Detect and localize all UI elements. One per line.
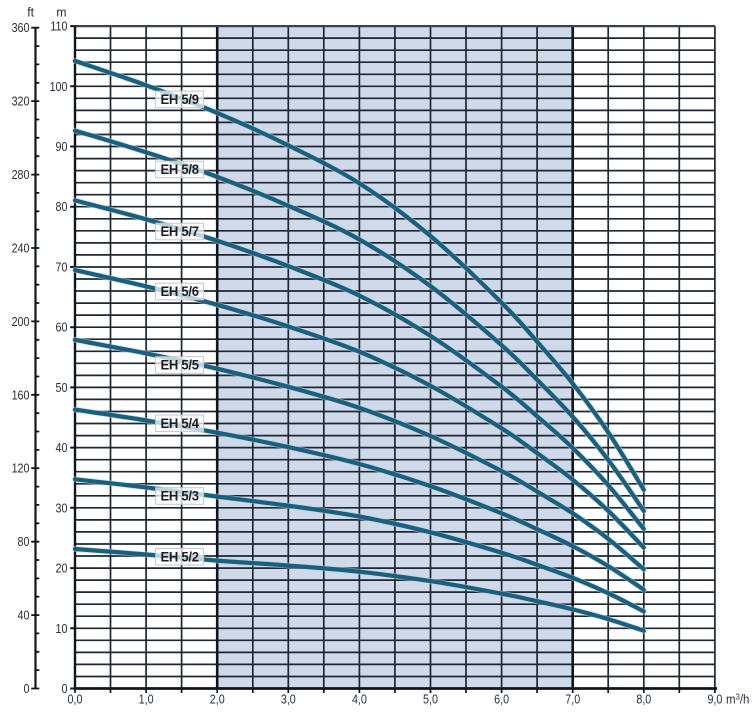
- svg-text:m3/h: m3/h: [726, 692, 749, 707]
- svg-text:10: 10: [56, 621, 68, 636]
- svg-text:240: 240: [12, 241, 30, 256]
- svg-text:120: 120: [12, 461, 30, 476]
- svg-text:100: 100: [50, 79, 68, 94]
- svg-text:m: m: [56, 5, 66, 20]
- svg-text:8,0: 8,0: [636, 692, 651, 707]
- svg-text:1,0: 1,0: [139, 692, 154, 707]
- svg-text:360: 360: [12, 20, 30, 35]
- svg-text:80: 80: [18, 534, 30, 549]
- svg-text:60: 60: [56, 320, 68, 335]
- svg-text:50: 50: [56, 380, 68, 395]
- svg-text:EH 5/3: EH 5/3: [160, 489, 198, 504]
- svg-text:2,0: 2,0: [210, 692, 225, 707]
- svg-text:EH 5/5: EH 5/5: [160, 358, 199, 373]
- svg-text:90: 90: [56, 139, 68, 154]
- svg-text:20: 20: [56, 561, 68, 576]
- svg-text:5,0: 5,0: [423, 692, 438, 707]
- svg-text:EH 5/9: EH 5/9: [160, 92, 198, 107]
- svg-text:320: 320: [12, 94, 30, 109]
- svg-text:ft: ft: [27, 5, 34, 20]
- svg-text:9,0: 9,0: [707, 692, 722, 707]
- svg-text:0,0: 0,0: [68, 692, 83, 707]
- svg-text:40: 40: [18, 608, 30, 623]
- svg-text:280: 280: [12, 167, 30, 182]
- svg-text:EH 5/6: EH 5/6: [160, 284, 198, 299]
- svg-text:160: 160: [12, 387, 30, 402]
- svg-text:0: 0: [62, 681, 68, 696]
- svg-text:30: 30: [56, 500, 68, 515]
- svg-text:70: 70: [56, 260, 68, 275]
- svg-text:EH 5/8: EH 5/8: [160, 162, 198, 177]
- svg-text:6,0: 6,0: [494, 692, 509, 707]
- svg-text:EH 5/4: EH 5/4: [160, 416, 199, 431]
- svg-text:7,0: 7,0: [565, 692, 580, 707]
- svg-text:0: 0: [24, 681, 30, 696]
- svg-text:80: 80: [56, 199, 68, 214]
- svg-text:110: 110: [50, 19, 68, 34]
- svg-text:EH 5/7: EH 5/7: [160, 224, 198, 239]
- svg-text:4,0: 4,0: [352, 692, 367, 707]
- svg-text:EH 5/2: EH 5/2: [160, 549, 198, 564]
- svg-text:200: 200: [12, 314, 30, 329]
- svg-text:40: 40: [56, 440, 68, 455]
- svg-text:3,0: 3,0: [281, 692, 296, 707]
